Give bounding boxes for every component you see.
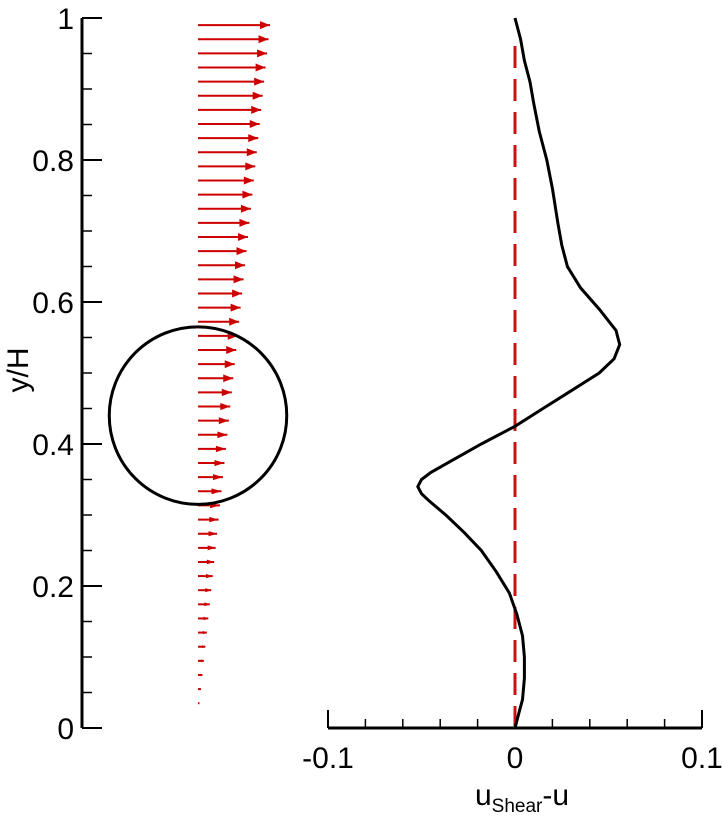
velocity-arrow-head [223, 374, 234, 383]
velocity-arrow-head [206, 559, 215, 565]
x-axis-ticks: -0.1 0 0.1 [302, 710, 722, 775]
y-tick-label: 0.8 [32, 145, 74, 178]
velocity-arrow-head [255, 63, 266, 72]
velocity-arrow-head [204, 602, 210, 607]
velocity-arrow-head [220, 402, 231, 411]
x-axis-title: uShear-u [475, 779, 569, 817]
velocity-arrow-head [229, 317, 240, 326]
velocity-arrow-head [248, 134, 259, 143]
y-tick-label: 1 [57, 3, 74, 36]
velocity-arrow-head [209, 516, 219, 523]
y-tick-label: 0.2 [32, 571, 74, 604]
velocity-arrow-head [251, 105, 262, 114]
velocity-arrow-head [239, 218, 250, 227]
velocity-arrow-head [221, 388, 232, 397]
velocity-arrow-head [212, 474, 223, 481]
x-axis-title-subscript: Shear [492, 796, 543, 817]
velocity-arrow-head [245, 162, 256, 171]
velocity-arrow-head [232, 289, 243, 298]
series-line [416, 17, 622, 729]
x-tick-label: 0 [507, 742, 524, 775]
velocity-arrow-head [246, 148, 257, 157]
velocity-arrow-head [202, 645, 206, 649]
velocity-arrow-head [252, 91, 263, 100]
y-axis-title: y/H [2, 348, 35, 393]
velocity-profile-arrows [198, 21, 270, 705]
velocity-arrow-head [240, 204, 251, 213]
velocity-arrow-head [205, 588, 212, 593]
velocity-arrow-head [242, 190, 253, 199]
velocity-arrow-head [233, 275, 244, 284]
velocity-arrow-head [224, 360, 235, 369]
velocity-arrow-head [258, 35, 269, 44]
cylinder-outline [107, 325, 289, 506]
velocity-arrow-head [226, 346, 237, 355]
velocity-arrow-head [235, 261, 246, 270]
velocity-arrow-head [207, 545, 216, 551]
velocity-arrow-head [214, 459, 225, 467]
velocity-arrow-head [237, 233, 248, 242]
y-tick-label: 0.4 [32, 429, 74, 462]
velocity-arrow-head [218, 417, 229, 425]
velocity-arrow-head [236, 247, 247, 256]
y-axis-ticks: 0 0.2 0.4 0.6 0.8 1 [32, 3, 102, 746]
velocity-arrow-head [257, 49, 268, 58]
velocity-arrow-head [200, 673, 203, 677]
velocity-arrow-head [249, 119, 260, 128]
velocity-arrow-head [260, 21, 270, 30]
velocity-arrow-head [230, 303, 241, 312]
velocity-arrow-head [217, 431, 228, 439]
y-tick-label: 0 [57, 713, 74, 746]
velocity-arrow-head [254, 77, 265, 86]
velocity-arrow-head [201, 659, 204, 663]
velocity-arrow-head [208, 531, 218, 537]
velocity-arrow-head [203, 616, 209, 621]
x-tick-label: -0.1 [302, 742, 354, 775]
velocity-arrow-head [243, 176, 254, 185]
velocity-arrow-head [215, 445, 226, 453]
y-tick-label: 0.6 [32, 287, 74, 320]
x-axis-title-base: u [475, 779, 492, 812]
velocity-arrow-head [202, 630, 207, 635]
x-axis-title-tail: -u [542, 779, 569, 812]
x-tick-label: 0.1 [681, 742, 722, 775]
velocity-arrow-head [206, 573, 213, 579]
velocity-arrow-head [199, 687, 201, 691]
velocity-arrow-head [211, 488, 222, 495]
